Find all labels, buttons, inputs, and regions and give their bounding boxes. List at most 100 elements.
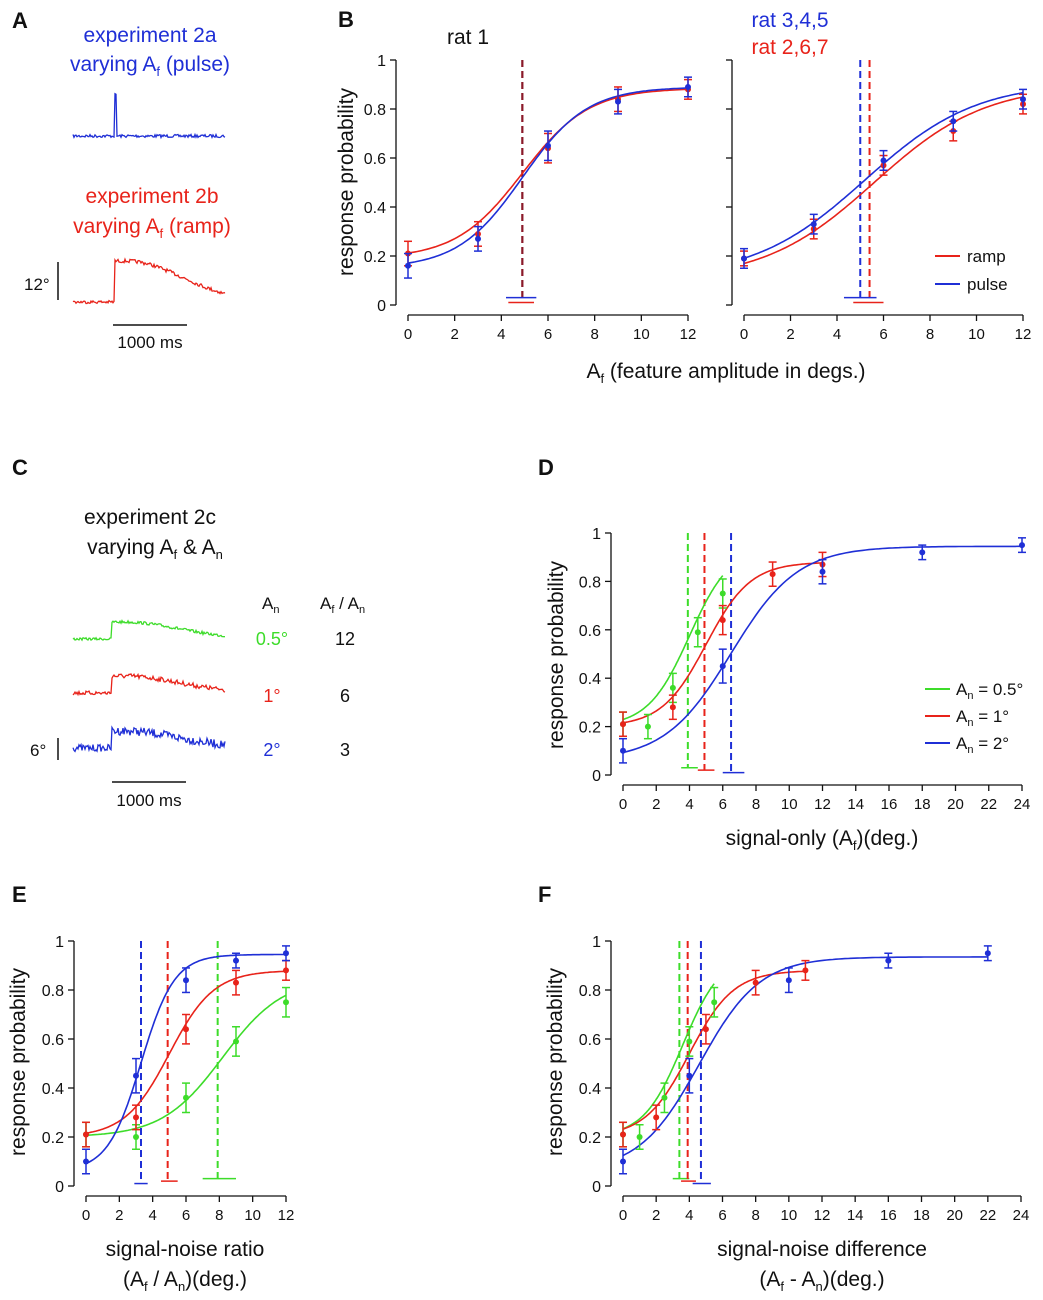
d-legend: An = 0.5° An = 1° An = 2° xyxy=(925,680,1023,756)
panel-e: E response probability signal-noise rati… xyxy=(7,882,294,1294)
data-point xyxy=(545,142,551,149)
y-tick-label: 1 xyxy=(592,934,601,951)
data-point xyxy=(405,262,411,269)
d-y-axis-label: response probability xyxy=(545,561,568,749)
c-row-ratio: 12 xyxy=(335,629,355,649)
y-tick-label: 0.4 xyxy=(364,200,386,217)
pulse-trace xyxy=(72,92,226,140)
x-tick-label: 22 xyxy=(979,1207,996,1224)
panel-c: C experiment 2c varying Af & An An Af / … xyxy=(12,455,365,810)
data-point xyxy=(83,1158,89,1165)
data-point xyxy=(233,957,239,964)
panel-b: B rat 1 rat 3,4,5 rat 2,6,7 response pro… xyxy=(335,7,1031,386)
fit-curve xyxy=(407,87,689,264)
data-point xyxy=(719,617,726,624)
y-tick-label: 0 xyxy=(55,1179,64,1196)
data-point xyxy=(711,999,718,1006)
x-tick-label: 6 xyxy=(718,1207,726,1224)
data-point xyxy=(769,571,776,578)
x-tick-label: 24 xyxy=(1014,796,1031,813)
x-tick-label: 18 xyxy=(914,796,931,813)
e-plot: 0 2 4 6 8 10 12 0 0.2 0.4 0.6 0.8 1 xyxy=(42,934,295,1224)
x-tick-label: 12 xyxy=(814,796,831,813)
y-tick-label: 0 xyxy=(592,768,601,785)
x-tick-label: 4 xyxy=(685,1207,693,1224)
y-tick-label: 0.6 xyxy=(579,623,601,640)
data-point xyxy=(694,629,701,636)
y-tick-label: 0.4 xyxy=(579,1081,601,1098)
b-right-title-blue: rat 3,4,5 xyxy=(751,9,828,32)
panel-letter-f: F xyxy=(538,882,551,907)
e-y-axis-label: response probability xyxy=(7,968,30,1156)
c-row-ratio: 3 xyxy=(340,740,350,760)
x-tick-label: 4 xyxy=(833,326,841,343)
y-tick-label: 0.4 xyxy=(42,1081,64,1098)
data-point xyxy=(83,1131,89,1138)
data-point xyxy=(741,255,747,262)
data-point xyxy=(133,1072,139,1079)
panel-letter-e: E xyxy=(12,882,27,907)
x-tick-label: 6 xyxy=(182,1207,190,1224)
x-tick-label: 6 xyxy=(544,326,552,343)
f-x-axis-label-line1: signal-noise difference xyxy=(717,1238,927,1261)
data-point xyxy=(984,950,991,957)
panel-f: F response probability signal-noise diff… xyxy=(538,882,1029,1294)
legend-label-ramp: ramp xyxy=(967,247,1006,266)
x-tick-label: 12 xyxy=(680,326,697,343)
x-tick-label: 18 xyxy=(913,1207,930,1224)
x-tick-label: 4 xyxy=(148,1207,156,1224)
angle-scale-label: 12° xyxy=(24,275,50,294)
data-point xyxy=(133,1114,139,1121)
data-point xyxy=(819,568,826,575)
fit-curve xyxy=(622,575,724,721)
data-point xyxy=(685,83,691,90)
c-row-an: 0.5° xyxy=(256,629,288,649)
d-legend-label-red: An = 1° xyxy=(956,707,1009,729)
y-tick-label: 0.8 xyxy=(579,983,601,1000)
c-trace-red xyxy=(72,672,226,697)
x-tick-label: 20 xyxy=(946,1207,963,1224)
panel-letter-d: D xyxy=(538,455,554,480)
fit-curve xyxy=(743,96,1024,265)
pulse-title-line2: varying Af (pulse) xyxy=(70,53,230,79)
x-tick-label: 8 xyxy=(752,796,760,813)
data-point xyxy=(752,979,759,986)
c-time-scale-label: 1000 ms xyxy=(116,791,181,810)
y-tick-label: 0.4 xyxy=(579,671,601,688)
c-col-ratio-head: Af / An xyxy=(320,594,365,616)
x-tick-label: 6 xyxy=(719,796,727,813)
x-tick-label: 0 xyxy=(619,796,627,813)
c-row-ratio: 6 xyxy=(340,686,350,706)
data-point xyxy=(661,1094,668,1101)
x-tick-label: 24 xyxy=(1013,1207,1030,1224)
y-tick-label: 0.2 xyxy=(579,1130,601,1147)
y-tick-label: 0.6 xyxy=(579,1032,601,1049)
data-point xyxy=(620,1131,626,1138)
data-point xyxy=(283,967,289,974)
fit-curve xyxy=(622,983,715,1130)
data-point xyxy=(644,723,651,730)
x-tick-label: 12 xyxy=(278,1207,295,1224)
x-tick-label: 2 xyxy=(450,326,458,343)
data-point xyxy=(719,590,726,597)
data-point xyxy=(1020,96,1026,103)
x-tick-label: 8 xyxy=(590,326,598,343)
data-point xyxy=(183,1094,189,1101)
x-tick-label: 2 xyxy=(652,796,660,813)
data-point xyxy=(686,1038,693,1045)
c-row-an: 2° xyxy=(263,740,280,760)
x-tick-label: 4 xyxy=(497,326,505,343)
c-title-line1: experiment 2c xyxy=(84,506,216,529)
b-y-axis-label: response probability xyxy=(335,88,358,276)
y-tick-label: 1 xyxy=(55,934,64,951)
data-point xyxy=(133,1134,139,1140)
f-y-axis-label: response probability xyxy=(544,968,567,1156)
c-trace-blue xyxy=(72,725,226,753)
x-tick-label: 6 xyxy=(879,326,887,343)
data-point xyxy=(950,118,957,125)
c-col-an-head: An xyxy=(262,594,279,616)
x-tick-label: 20 xyxy=(947,796,964,813)
x-tick-label: 10 xyxy=(781,796,798,813)
x-tick-label: 10 xyxy=(780,1207,797,1224)
b-legend: ramp pulse xyxy=(935,247,1008,294)
